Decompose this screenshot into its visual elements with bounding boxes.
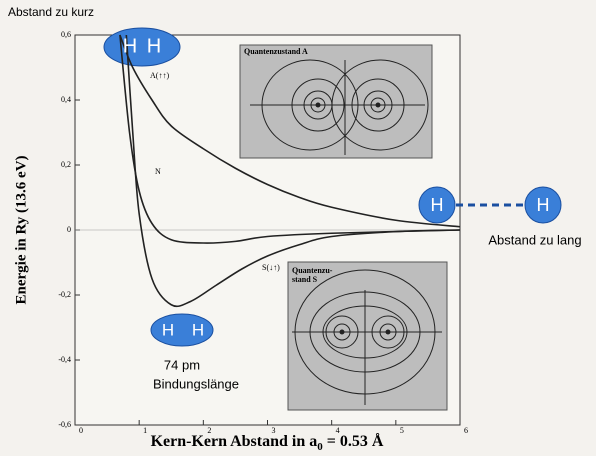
inset-s bbox=[287, 261, 448, 411]
annotation: H bbox=[537, 195, 550, 215]
x-label-suffix: = 0.53 Å bbox=[327, 432, 384, 450]
curve-label: S(↓↑) bbox=[262, 263, 280, 272]
annotation: H bbox=[147, 35, 161, 57]
annotation: stand S bbox=[292, 275, 318, 284]
annotation: 74 pm bbox=[164, 357, 200, 372]
annotation: H bbox=[431, 195, 444, 215]
x-tick-label: 6 bbox=[464, 426, 468, 435]
x-tick-label: 0 bbox=[79, 426, 83, 435]
curve-label: A(↑↑) bbox=[150, 71, 169, 80]
x-label-sub: 0 bbox=[317, 441, 323, 453]
x-axis-label: Kern-Kern Abstand in a0 = 0.53 Å bbox=[151, 432, 384, 453]
x-tick-label: 3 bbox=[272, 426, 276, 435]
atom bbox=[418, 186, 456, 224]
y-tick-label: 0,4 bbox=[61, 95, 71, 104]
y-axis-label: Energie in Ry (13.6 eV) bbox=[13, 155, 29, 304]
annotation: Abstand zu lang bbox=[488, 232, 581, 247]
x-label-text: Kern-Kern Abstand in a bbox=[151, 433, 318, 450]
annotation: H bbox=[192, 320, 204, 339]
curve bbox=[119, 34, 461, 244]
x-tick-label: 4 bbox=[336, 426, 340, 435]
annotation: Quantenzustand A bbox=[244, 47, 308, 56]
curve bbox=[125, 34, 461, 308]
annotation: Quantenzu- bbox=[292, 266, 333, 275]
y-tick-label: -0,2 bbox=[58, 290, 71, 299]
y-tick-label: 0,6 bbox=[61, 30, 71, 39]
annotation: Bindungslänge bbox=[153, 376, 239, 391]
y-tick-label: -0,4 bbox=[58, 355, 71, 364]
y-tick-label: -0,6 bbox=[58, 420, 71, 429]
atom bbox=[524, 186, 562, 224]
y-tick-label: 0,2 bbox=[61, 160, 71, 169]
molecule-short bbox=[103, 27, 181, 67]
x-tick-label: 5 bbox=[400, 426, 404, 435]
curve bbox=[119, 34, 461, 228]
inset-a bbox=[239, 44, 433, 159]
x-tick-label: 2 bbox=[207, 426, 211, 435]
curve-label: N bbox=[155, 167, 161, 176]
molecule-bond bbox=[150, 313, 214, 347]
x-tick-label: 1 bbox=[143, 426, 147, 435]
annotation: H bbox=[123, 35, 137, 57]
annotation: H bbox=[162, 320, 174, 339]
y-tick-label: 0 bbox=[67, 225, 71, 234]
annotation: Abstand zu kurz bbox=[8, 5, 94, 19]
